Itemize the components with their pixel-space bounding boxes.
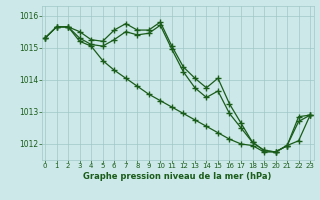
X-axis label: Graphe pression niveau de la mer (hPa): Graphe pression niveau de la mer (hPa): [84, 172, 272, 181]
